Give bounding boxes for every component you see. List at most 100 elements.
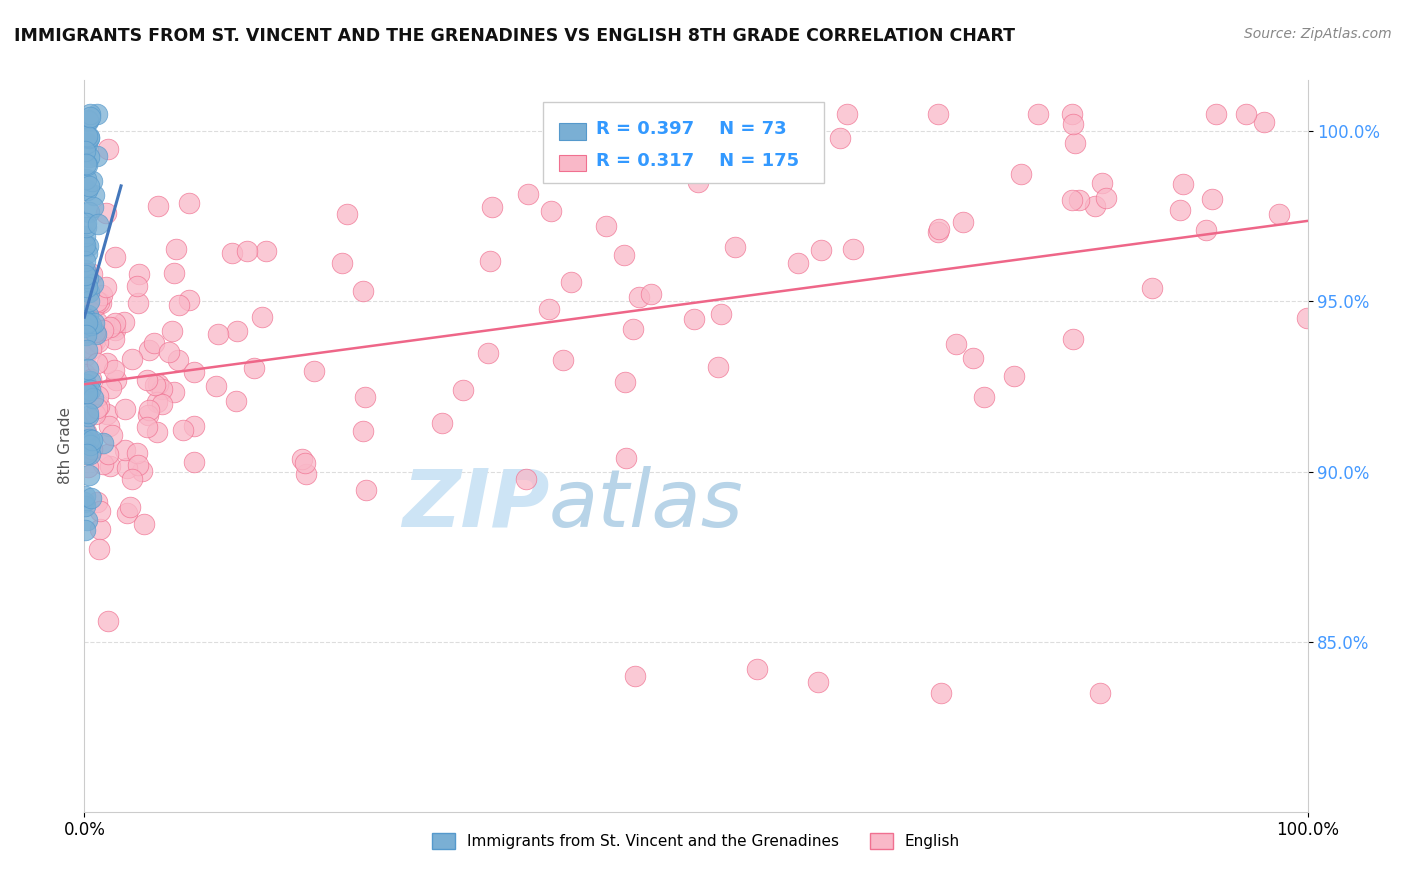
Point	[481, 200, 503, 214]
Point	[77, 460, 100, 475]
Point	[75, 425, 97, 439]
Point	[76, 447, 98, 461]
Point	[751, 125, 773, 139]
Point	[640, 287, 662, 301]
Point	[551, 352, 574, 367]
Point	[76, 271, 98, 285]
Point	[73, 416, 96, 430]
Point	[148, 377, 170, 392]
Point	[75, 445, 97, 459]
Point	[76, 513, 98, 527]
Point	[157, 344, 180, 359]
Point	[165, 242, 187, 256]
Point	[143, 378, 166, 392]
Point	[828, 131, 851, 145]
Point	[477, 346, 499, 360]
Point	[146, 394, 169, 409]
Point	[135, 373, 157, 387]
Point	[77, 112, 100, 127]
Point	[76, 429, 98, 443]
Point	[73, 144, 96, 158]
Point	[77, 129, 100, 144]
Point	[89, 522, 111, 536]
Point	[84, 299, 107, 313]
Point	[89, 399, 111, 413]
Point	[787, 256, 810, 270]
Point	[79, 110, 101, 124]
Point	[724, 240, 747, 254]
Point	[98, 419, 121, 434]
Point	[86, 149, 108, 163]
Point	[1010, 168, 1032, 182]
Point	[121, 352, 143, 367]
Point	[163, 266, 186, 280]
Point	[1296, 311, 1319, 326]
Point	[76, 308, 98, 322]
Point	[614, 450, 637, 465]
Text: R = 0.397    N = 73: R = 0.397 N = 73	[596, 120, 786, 138]
Point	[682, 312, 704, 326]
Point	[79, 205, 101, 219]
Point	[96, 356, 118, 370]
Point	[94, 206, 117, 220]
Point	[75, 384, 97, 398]
Point	[75, 376, 97, 391]
Point	[75, 322, 97, 336]
Point	[145, 425, 167, 440]
Point	[91, 458, 114, 472]
Point	[1062, 332, 1084, 346]
Point	[76, 406, 98, 420]
Point	[1084, 199, 1107, 213]
Point	[354, 390, 377, 404]
Point	[127, 296, 149, 310]
Point	[179, 195, 201, 210]
Point	[1195, 223, 1218, 237]
Point	[256, 244, 278, 258]
Point	[127, 458, 149, 473]
Point	[204, 379, 226, 393]
Point	[101, 427, 124, 442]
Point	[86, 315, 108, 329]
Point	[560, 275, 582, 289]
Point	[451, 383, 474, 397]
Point	[134, 517, 156, 532]
Point	[150, 397, 173, 411]
Point	[86, 107, 108, 121]
Point	[96, 280, 118, 294]
Point	[250, 310, 273, 325]
Point	[82, 337, 104, 351]
Point	[73, 268, 96, 282]
Point	[82, 391, 104, 405]
Text: atlas: atlas	[550, 466, 744, 543]
Point	[79, 372, 101, 386]
Point	[79, 438, 101, 452]
Point	[927, 225, 949, 239]
Text: R = 0.317    N = 175: R = 0.317 N = 175	[596, 152, 799, 169]
Point	[172, 423, 194, 437]
Point	[1267, 206, 1289, 220]
Point	[79, 285, 101, 299]
Point	[79, 107, 101, 121]
Point	[82, 433, 104, 447]
Point	[221, 246, 243, 260]
Point	[100, 381, 122, 395]
Point	[517, 186, 540, 201]
Point	[103, 332, 125, 346]
Point	[136, 408, 159, 422]
Point	[114, 402, 136, 417]
Point	[76, 316, 98, 330]
Point	[613, 375, 636, 389]
Point	[79, 374, 101, 388]
Point	[86, 217, 108, 231]
Point	[295, 467, 318, 481]
Point	[973, 391, 995, 405]
Point	[73, 253, 96, 268]
Point	[135, 420, 157, 434]
Point	[91, 287, 114, 301]
Point	[747, 662, 769, 676]
Point	[117, 506, 139, 520]
Point	[1205, 107, 1227, 121]
Point	[84, 334, 107, 349]
Point	[225, 394, 247, 409]
Point	[183, 455, 205, 469]
